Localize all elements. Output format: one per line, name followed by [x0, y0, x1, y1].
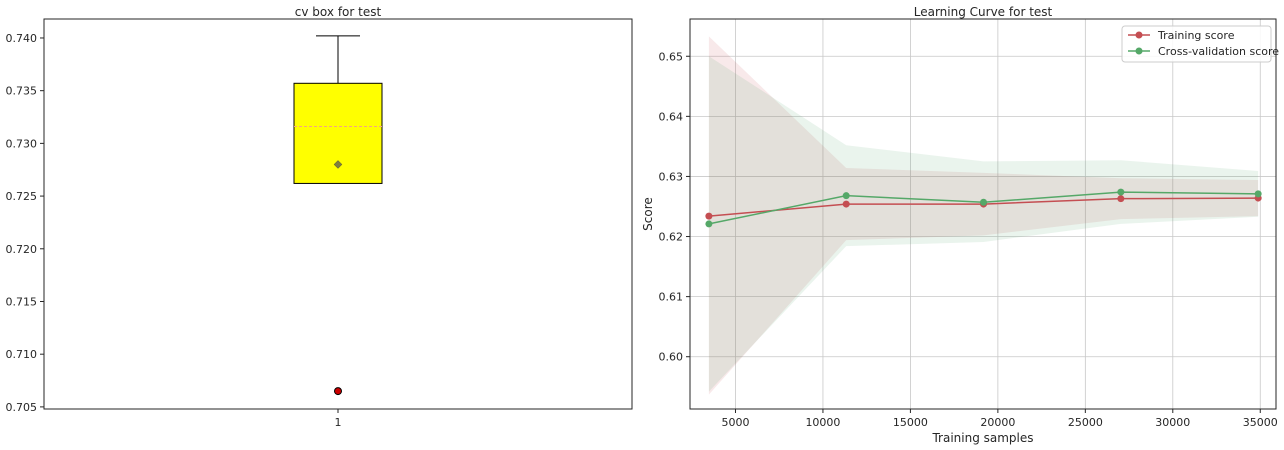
box-mean-marker	[333, 160, 343, 169]
box-x-ticks: 1	[335, 409, 342, 429]
legend-cv-marker	[1135, 47, 1143, 55]
learning-curve-title: Learning Curve for test	[914, 5, 1053, 19]
box-x-tick-label: 1	[335, 416, 342, 429]
legend-cv-label: Cross-validation score	[1158, 45, 1279, 58]
lc-y-tick-label: 0.60	[659, 351, 684, 364]
learning-curve-y-ticks: 0.60 0.61 0.62 0.63 0.64 0.65	[659, 50, 690, 364]
cv-score-point	[1254, 190, 1262, 198]
legend-training-marker	[1135, 31, 1143, 39]
learning-curve-bands	[708, 36, 1259, 395]
cv-score-point	[980, 198, 988, 206]
learning-curve-chart: Learning Curve for test 0.60 0.61 0.62 0.63…	[641, 5, 1279, 445]
lc-x-tick-label: 30000	[1155, 416, 1190, 429]
box-y-tick-label: 0.715	[6, 295, 38, 308]
box-outlier-point	[334, 387, 342, 396]
learning-curve-grid	[690, 19, 1276, 409]
box-y-tick-label: 0.725	[6, 190, 38, 203]
learning-curve-frame	[689, 18, 1277, 410]
box-y-tick-label: 0.735	[6, 85, 38, 98]
learning-curve-x-ticks: 5000 10000 15000 20000 25000 30000 35000	[721, 409, 1278, 429]
box-y-tick-label: 0.720	[6, 243, 38, 256]
box-y-tick-label: 0.730	[6, 137, 38, 150]
box-y-tick-label: 0.740	[6, 32, 38, 45]
box-chart-title: cv box for test	[295, 5, 382, 19]
lc-y-tick-label: 0.63	[659, 170, 684, 183]
training-score-point	[705, 212, 713, 220]
training-score-band	[708, 36, 1259, 395]
legend-box	[1121, 25, 1272, 63]
lc-y-tick-label: 0.62	[659, 231, 684, 244]
lc-x-tick-label: 15000	[893, 416, 928, 429]
lc-x-tick-label: 5000	[721, 416, 749, 429]
lc-x-tick-label: 10000	[805, 416, 840, 429]
cv-score-band	[708, 56, 1259, 392]
lc-x-tick-label: 35000	[1243, 416, 1278, 429]
box-y-tick-label: 0.710	[6, 348, 38, 361]
learning-curve-x-label: Training samples	[931, 431, 1033, 445]
learning-curve-points	[705, 188, 1262, 228]
cv-score-point	[842, 192, 850, 200]
box-marks	[293, 35, 383, 396]
legend-training-label: Training score	[1157, 29, 1235, 42]
box-y-ticks: 0.705 0.710 0.715 0.720 0.725 0.730 0.735 0.740	[6, 32, 44, 414]
lc-y-tick-label: 0.65	[659, 50, 684, 63]
cv-score-point	[705, 220, 713, 228]
lc-y-tick-label: 0.64	[659, 110, 684, 123]
box-y-tick-label: 0.705	[6, 401, 38, 414]
lc-y-tick-label: 0.61	[659, 291, 684, 304]
box-chart-frame	[43, 18, 633, 410]
cv-score-point	[1117, 188, 1125, 196]
legend: Training score Cross-validation score	[1121, 25, 1279, 63]
training-score-point	[842, 200, 850, 208]
learning-curve-y-label: Score	[641, 197, 655, 231]
training-score-point	[1117, 195, 1125, 203]
lc-x-tick-label: 20000	[980, 416, 1015, 429]
lc-x-tick-label: 25000	[1068, 416, 1103, 429]
box-chart: cv box for test 0.705 0.710 0.715 0.720 0.72…	[6, 5, 633, 429]
